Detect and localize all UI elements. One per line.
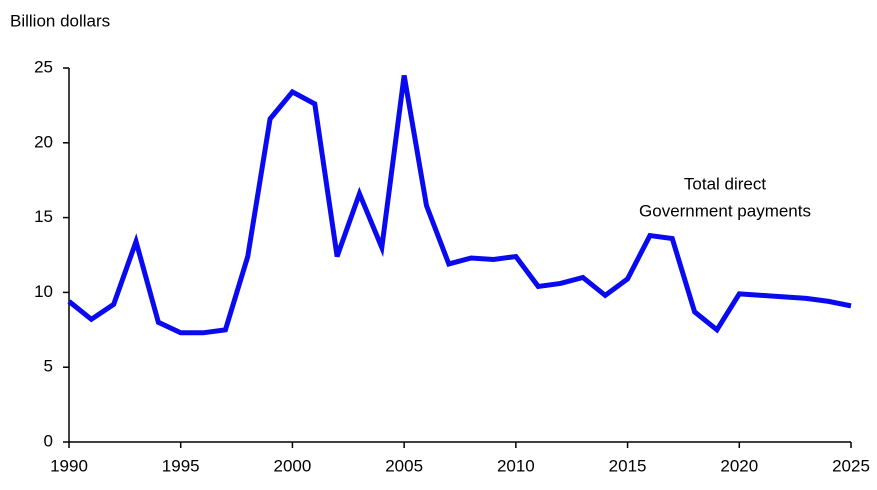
y-tick-label: 10 bbox=[34, 282, 53, 301]
x-tick-label: 2010 bbox=[497, 456, 535, 475]
data-line bbox=[67, 75, 852, 336]
y-tick-label: 25 bbox=[34, 57, 53, 76]
x-tick-label: 2020 bbox=[720, 456, 758, 475]
annotation: Government payments bbox=[639, 201, 811, 220]
x-tick-label: 1990 bbox=[50, 456, 88, 475]
x-tick-label: 2025 bbox=[832, 456, 870, 475]
x-tick-label: 2015 bbox=[609, 456, 647, 475]
x-tick-label: 1995 bbox=[162, 456, 200, 475]
annotation: Total direct bbox=[684, 174, 766, 193]
x-tick-label: 2000 bbox=[274, 456, 312, 475]
x-tick-label: 2005 bbox=[385, 456, 423, 475]
y-tick-label: 15 bbox=[34, 207, 53, 226]
y-axis-label: Billion dollars bbox=[10, 11, 110, 30]
y-tick-label: 20 bbox=[34, 132, 53, 151]
y-tick-label: 0 bbox=[44, 431, 53, 450]
y-tick-label: 5 bbox=[44, 357, 53, 376]
